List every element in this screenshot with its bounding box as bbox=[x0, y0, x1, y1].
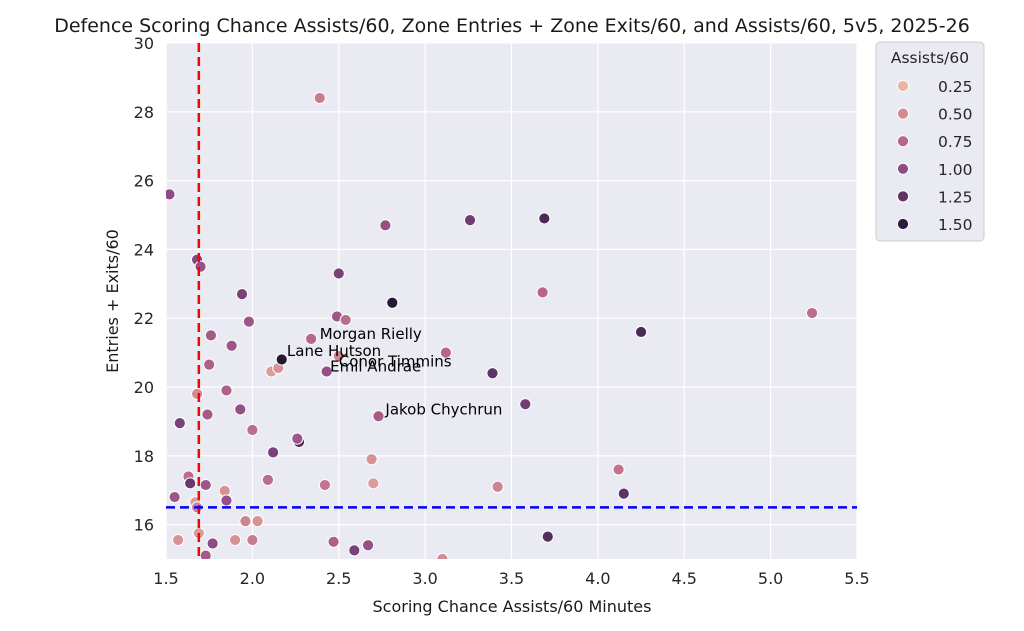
data-point bbox=[168, 490, 181, 504]
x-tick-label: 4.5 bbox=[672, 569, 697, 588]
data-point bbox=[261, 473, 275, 486]
data-point bbox=[313, 91, 326, 105]
player-annotation: Jakob Chychrun bbox=[384, 401, 502, 419]
data-point bbox=[339, 313, 352, 327]
data-point bbox=[251, 515, 264, 528]
legend-entry-label: 0.25 bbox=[938, 78, 973, 96]
data-point bbox=[318, 478, 332, 492]
data-point bbox=[190, 387, 204, 400]
legend-entry-label: 0.50 bbox=[938, 106, 973, 124]
y-tick-label: 22 bbox=[134, 309, 154, 328]
data-point bbox=[379, 219, 392, 232]
data-point bbox=[173, 417, 186, 430]
data-point bbox=[367, 477, 380, 490]
data-point bbox=[365, 453, 378, 466]
data-point bbox=[332, 349, 345, 363]
player-annotation: Emil Andrae bbox=[330, 358, 421, 376]
data-point bbox=[203, 358, 216, 371]
data-point bbox=[220, 384, 233, 397]
data-point bbox=[617, 487, 630, 500]
data-point bbox=[541, 530, 554, 543]
data-point bbox=[536, 286, 549, 299]
x-tick-label: 1.5 bbox=[153, 569, 178, 588]
y-axis-label: Entries + Exits/60 bbox=[103, 229, 122, 373]
data-point bbox=[634, 325, 648, 339]
data-point bbox=[234, 403, 247, 416]
legend-marker bbox=[896, 217, 910, 231]
data-point bbox=[327, 535, 340, 548]
legend-title: Assists/60 bbox=[891, 49, 969, 67]
data-point bbox=[229, 533, 242, 547]
data-point bbox=[199, 549, 212, 559]
x-tick-label: 5.5 bbox=[844, 569, 869, 588]
y-tick-label: 16 bbox=[134, 516, 154, 535]
x-tick-label: 4.0 bbox=[585, 569, 610, 588]
data-point bbox=[220, 494, 233, 507]
y-tick-label: 30 bbox=[134, 34, 154, 53]
data-point bbox=[372, 410, 385, 423]
legend-entry-label: 1.50 bbox=[938, 216, 973, 234]
data-point bbox=[612, 463, 625, 476]
chart-title: Defence Scoring Chance Assists/60, Zone … bbox=[54, 15, 970, 37]
y-tick-label: 26 bbox=[134, 172, 154, 191]
x-tick-label: 2.0 bbox=[240, 569, 265, 588]
data-point bbox=[246, 533, 259, 547]
y-tick-label: 24 bbox=[134, 240, 154, 259]
data-point bbox=[436, 552, 449, 559]
data-point bbox=[199, 478, 212, 492]
data-point bbox=[320, 365, 333, 378]
legend-marker bbox=[896, 79, 910, 93]
legend-marker bbox=[896, 162, 910, 175]
x-tick-label: 5.0 bbox=[758, 569, 783, 588]
data-point bbox=[235, 288, 249, 301]
data-point bbox=[246, 423, 259, 437]
data-point bbox=[305, 332, 318, 345]
data-point bbox=[805, 306, 819, 320]
data-point bbox=[486, 367, 499, 380]
data-point bbox=[242, 315, 256, 328]
y-tick-label: 28 bbox=[134, 103, 154, 122]
data-point bbox=[463, 214, 477, 227]
data-point bbox=[386, 296, 399, 309]
x-tick-label: 3.0 bbox=[412, 569, 437, 588]
x-axis-label: Scoring Chance Assists/60 Minutes bbox=[373, 597, 652, 616]
legend-entry-label: 0.75 bbox=[938, 133, 973, 151]
x-tick-label: 3.5 bbox=[499, 569, 524, 588]
data-point bbox=[171, 533, 185, 547]
player-annotation: Conor Timmins bbox=[339, 352, 452, 370]
data-point bbox=[204, 329, 218, 342]
data-point bbox=[225, 339, 238, 352]
legend-entry-label: 1.00 bbox=[938, 161, 973, 179]
y-tick-label: 18 bbox=[134, 447, 154, 466]
data-point bbox=[439, 346, 452, 359]
data-point bbox=[332, 267, 345, 280]
data-point bbox=[491, 480, 504, 493]
y-tick-label: 20 bbox=[134, 378, 154, 397]
player-annotation: Morgan Rielly bbox=[320, 325, 422, 343]
data-point bbox=[519, 398, 532, 411]
data-point bbox=[206, 537, 219, 550]
data-point bbox=[348, 544, 361, 557]
legend-marker bbox=[896, 135, 910, 148]
data-point bbox=[166, 188, 176, 201]
data-point bbox=[201, 408, 214, 421]
data-point bbox=[275, 353, 288, 366]
x-tick-label: 2.5 bbox=[326, 569, 351, 588]
data-point bbox=[184, 477, 197, 490]
data-point bbox=[267, 446, 280, 459]
legend-entry-label: 1.25 bbox=[938, 188, 973, 206]
legend-marker bbox=[896, 107, 910, 120]
legend-marker bbox=[896, 190, 910, 203]
data-point bbox=[538, 212, 551, 225]
points-layer bbox=[166, 91, 819, 559]
data-point bbox=[291, 432, 304, 445]
data-point bbox=[239, 515, 252, 528]
player-annotation: Lane Hutson bbox=[287, 342, 381, 360]
data-point bbox=[194, 260, 207, 273]
data-point bbox=[362, 539, 375, 552]
legend: Assists/60 0.25 0.50 0.75 1.00 1.25 1.50 bbox=[875, 41, 985, 242]
